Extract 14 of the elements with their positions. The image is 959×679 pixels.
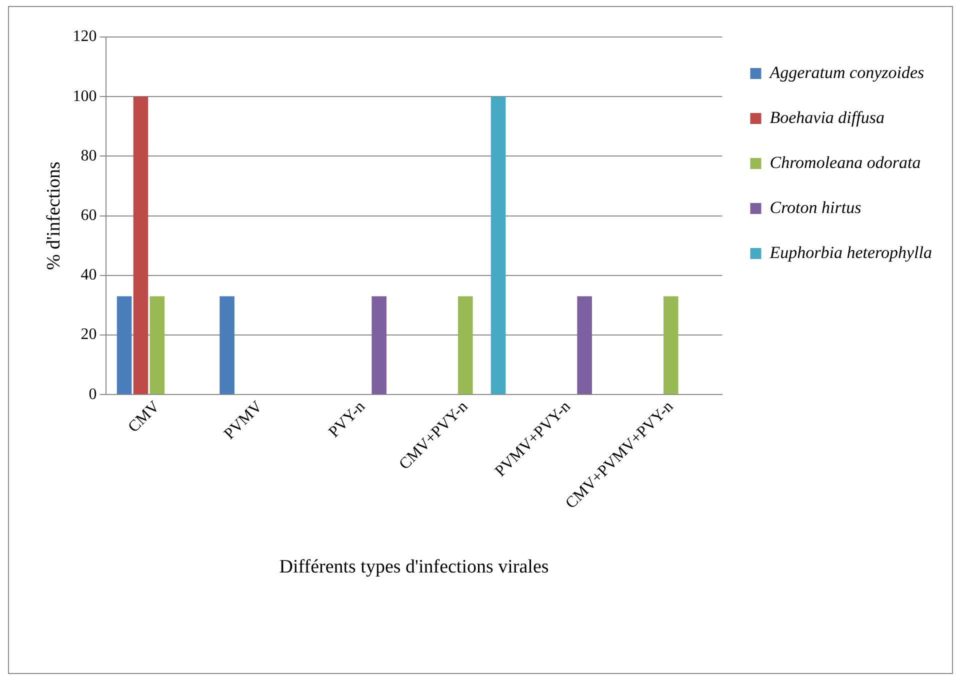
y-tick-label: 20 bbox=[80, 326, 97, 344]
y-tick-label: 80 bbox=[80, 147, 97, 164]
y-tick-label: 60 bbox=[80, 207, 97, 224]
y-tick-label: 100 bbox=[72, 88, 97, 105]
x-axis-title: Différents types d'infections virales bbox=[279, 556, 549, 578]
y-tick-label: 0 bbox=[88, 386, 97, 403]
y-tick-label: 40 bbox=[80, 266, 97, 284]
legend-label: Croton hirtus bbox=[770, 198, 862, 217]
y-axis-title: % d'infections bbox=[43, 162, 64, 270]
legend-label: Chromoleana odorata bbox=[770, 152, 921, 172]
y-tick-label: 120 bbox=[72, 28, 97, 46]
legend-label: Aggeratum conyzoides bbox=[768, 62, 925, 82]
legend-label: Boehavia diffusa bbox=[770, 108, 884, 127]
legend-label: Euphorbia heterophylla bbox=[768, 242, 932, 262]
